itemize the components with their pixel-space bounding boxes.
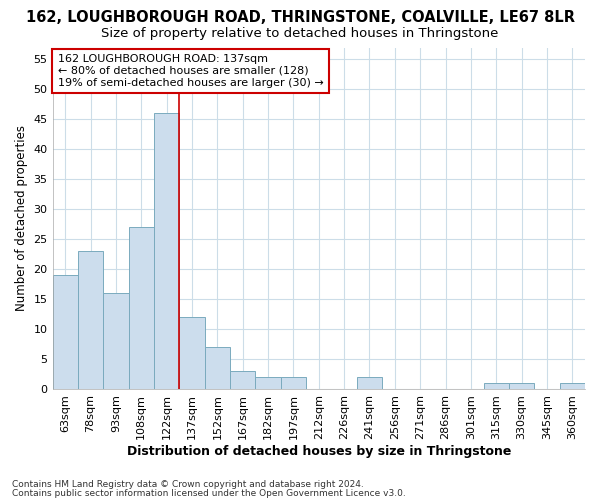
Y-axis label: Number of detached properties: Number of detached properties bbox=[15, 126, 28, 312]
Text: Contains public sector information licensed under the Open Government Licence v3: Contains public sector information licen… bbox=[12, 488, 406, 498]
Bar bbox=[230, 371, 256, 389]
Text: Contains HM Land Registry data © Crown copyright and database right 2024.: Contains HM Land Registry data © Crown c… bbox=[12, 480, 364, 489]
Bar bbox=[256, 377, 281, 389]
Bar bbox=[357, 377, 382, 389]
Text: 162 LOUGHBOROUGH ROAD: 137sqm
← 80% of detached houses are smaller (128)
19% of : 162 LOUGHBOROUGH ROAD: 137sqm ← 80% of d… bbox=[58, 54, 323, 88]
Bar bbox=[509, 383, 534, 389]
Bar bbox=[128, 228, 154, 389]
Bar bbox=[560, 383, 585, 389]
Bar bbox=[281, 377, 306, 389]
Text: 162, LOUGHBOROUGH ROAD, THRINGSTONE, COALVILLE, LE67 8LR: 162, LOUGHBOROUGH ROAD, THRINGSTONE, COA… bbox=[25, 10, 575, 25]
Bar bbox=[78, 252, 103, 389]
Bar bbox=[179, 317, 205, 389]
Bar bbox=[205, 347, 230, 389]
Bar bbox=[103, 293, 128, 389]
Bar bbox=[484, 383, 509, 389]
Bar bbox=[53, 275, 78, 389]
X-axis label: Distribution of detached houses by size in Thringstone: Distribution of detached houses by size … bbox=[127, 444, 511, 458]
Bar bbox=[154, 114, 179, 389]
Text: Size of property relative to detached houses in Thringstone: Size of property relative to detached ho… bbox=[101, 28, 499, 40]
